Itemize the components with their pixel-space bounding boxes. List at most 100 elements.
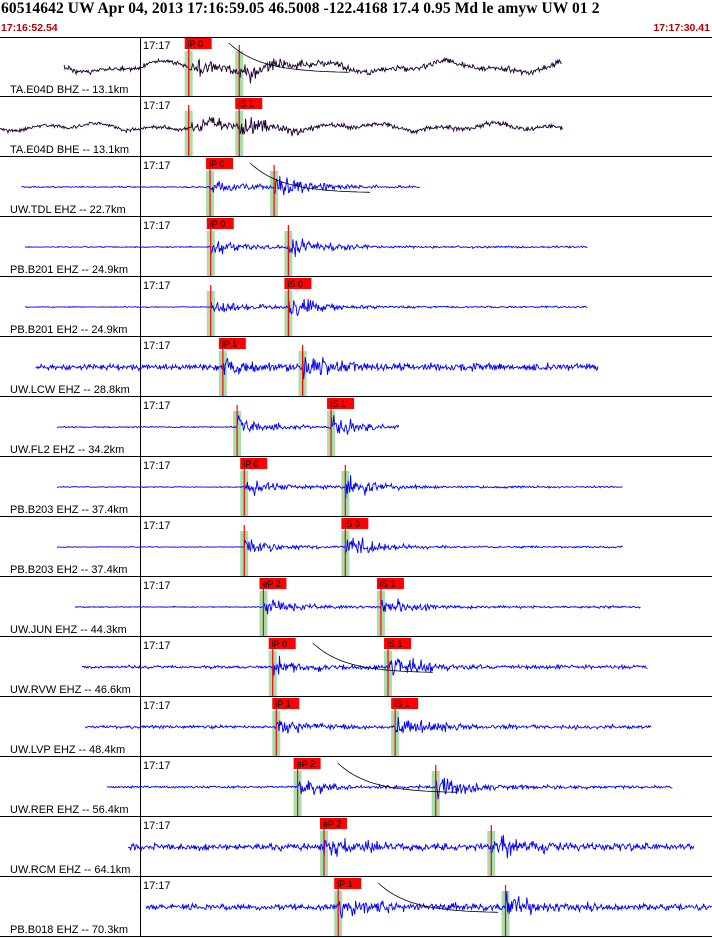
s-pick-tag: iS 1 [376, 578, 404, 589]
minute-tick-label: 17:17 [143, 640, 171, 652]
trace-row[interactable]: 17:17 iP 0 PB.B203 EHZ -- 37.4km [0, 457, 712, 517]
trace-row[interactable]: 17:17 iP 1 UW.LCW EHZ -- 28.8km [0, 337, 712, 397]
minute-tick-label: 17:17 [143, 580, 171, 592]
s-pick-label: iS 1 [380, 579, 396, 589]
p-pick-tag-box [272, 698, 300, 709]
station-label: UW.RCM EHZ -- 64.1km [10, 864, 130, 876]
minute-tick-label: 17:17 [143, 100, 171, 112]
station-label: PB.B018 EHZ -- 70.3km [10, 924, 128, 936]
p-pick-tag: iP 1 [334, 878, 362, 889]
trace-row[interactable]: 17:17 iP 1 PB.B018 EHZ -- 70.3km [0, 877, 712, 937]
trace-row[interactable]: 17:17 iP 1 iS 1 UW.LVP EHZ -- 48.4km [0, 697, 712, 757]
station-label: PB.B203 EHZ -- 37.4km [10, 504, 128, 516]
s-pick-tag-box [376, 578, 404, 589]
s-pick-tag-box [284, 278, 312, 289]
trace-row[interactable]: 17:17 eP 2 UW.RER EHZ -- 56.4km [0, 757, 712, 817]
p-pick-tag: eP 2 [259, 578, 287, 589]
trace-row[interactable]: 17:17 iS 0 PB.B201 EH2 -- 24.9km [0, 277, 712, 337]
p-pick-label: iP 0 [188, 39, 203, 49]
p-pick-label: eP 2 [323, 819, 341, 829]
p-pick-label: eP 2 [262, 579, 280, 589]
p-pick-tag-box [240, 458, 268, 469]
p-pick-label: iP 1 [222, 339, 237, 349]
p-pick-label: iP 0 [243, 459, 258, 469]
minute-tick-label: 17:17 [143, 700, 171, 712]
s-pick-label: iS 1 [394, 699, 410, 709]
minute-tick-label: 17:17 [143, 880, 171, 892]
waveform [56, 475, 623, 499]
p-pick-label: iP 0 [272, 639, 287, 649]
window-end-time: 17:17:30.41 [653, 22, 710, 34]
coda-curve [228, 42, 349, 73]
waveform [35, 357, 599, 380]
p-pick-label: iP 0 [209, 159, 224, 169]
minute-tick-label: 17:17 [143, 400, 171, 412]
trace-row[interactable]: 17:17 iS 1 UW.FL2 EHZ -- 34.2km [0, 397, 712, 457]
coda-curve [312, 642, 433, 673]
minute-tick-label: 17:17 [143, 40, 171, 52]
s-pick-label: iS 1 [238, 99, 254, 109]
trace-row[interactable]: 17:17 iP 0 TA.E04D BHZ -- 13.1km [0, 37, 712, 97]
p-pick-tag: iP 1 [272, 698, 300, 709]
p-pick-tag: iP 0 [240, 458, 268, 469]
event-title: 60514642 UW Apr 04, 2013 17:16:59.05 46.… [1, 0, 600, 17]
window-start-time: 17:16:52.54 [1, 22, 58, 34]
s-pick-tag: iS 1 [235, 98, 263, 109]
waveform [127, 834, 695, 859]
waveform [74, 598, 641, 615]
seismogram-panel[interactable]: 17:17 iP 0 TA.E04D BHZ -- 13.1km 17:17 iS 1 T… [0, 37, 712, 938]
trace-row[interactable]: 17:17 eP 2 UW.RCM EHZ -- 64.1km [0, 817, 712, 877]
seismogram-header: 60514642 UW Apr 04, 2013 17:16:59.05 46.… [0, 0, 712, 36]
p-pick-tag-box [184, 38, 212, 49]
waveform [56, 415, 400, 435]
s-pick-label: iS 0 [344, 519, 360, 529]
minute-tick-label: 17:17 [143, 520, 171, 532]
trace-row[interactable]: 17:17 iP 0 UW.TDL EHZ -- 22.7km [0, 157, 712, 217]
minute-tick-label: 17:17 [143, 760, 171, 772]
station-label: UW.LVP EHZ -- 48.4km [10, 744, 125, 756]
trace-row[interactable]: 17:17 eP 2 iS 1 UW.JUN EHZ -- 44.3km [0, 577, 712, 637]
s-pick-tag-box [341, 518, 369, 529]
s-pick-tag: iS 1 [327, 398, 355, 409]
waveform [81, 655, 648, 676]
minute-tick-label: 17:17 [143, 220, 171, 232]
minute-tick-label: 17:17 [143, 460, 171, 472]
p-pick-tag: iP 0 [206, 158, 234, 169]
waveform [106, 777, 673, 800]
trace-row[interactable]: 17:17 iS 1 TA.E04D BHE -- 13.1km [0, 97, 712, 157]
station-label: TA.E04D BHZ -- 13.1km [10, 84, 128, 96]
p-pick-label: eP 2 [297, 759, 315, 769]
minute-tick-label: 17:17 [143, 340, 171, 352]
waveform [24, 298, 588, 317]
p-pick-tag-box [293, 758, 321, 769]
s-pick-tag-box [235, 98, 263, 109]
waveform [145, 891, 712, 919]
p-pick-label: iP 1 [337, 879, 352, 889]
s-pick-label: iS 1 [387, 639, 403, 649]
station-label: PB.B201 EH2 -- 24.9km [10, 324, 127, 336]
minute-tick-label: 17:17 [143, 280, 171, 292]
station-label: UW.JUN EHZ -- 44.3km [10, 624, 127, 636]
p-pick-tag: iP 0 [184, 38, 212, 49]
waveform [21, 175, 421, 196]
s-pick-label: iS 1 [330, 399, 346, 409]
p-pick-tag-box [206, 158, 234, 169]
p-pick-tag: iP 0 [206, 218, 234, 229]
s-pick-tag: iS 1 [391, 698, 419, 709]
trace-row[interactable]: 17:17 iS 0 PB.B203 EH2 -- 37.4km [0, 517, 712, 577]
p-pick-label: iP 1 [275, 699, 290, 709]
trace-row[interactable]: 17:17 iP 0 iS 1 UW.RVW EHZ -- 46.6km [0, 637, 712, 697]
s-pick-tag: iS 0 [284, 278, 312, 289]
p-pick-tag-box [206, 218, 234, 229]
s-pick-tag: iS 1 [384, 638, 412, 649]
station-label: UW.LCW EHZ -- 28.8km [10, 384, 130, 396]
s-pick-tag-box [391, 698, 419, 709]
s-pick-label: iS 0 [287, 279, 303, 289]
p-pick-tag: eP 2 [319, 818, 347, 829]
trace-row[interactable]: 17:17 iP 0 PB.B201 EHZ -- 24.9km [0, 217, 712, 277]
minute-tick-label: 17:17 [143, 160, 171, 172]
waveform [63, 56, 562, 84]
p-pick-tag-box [268, 638, 296, 649]
station-label: PB.B201 EHZ -- 24.9km [10, 264, 128, 276]
station-label: PB.B203 EH2 -- 37.4km [10, 564, 127, 576]
